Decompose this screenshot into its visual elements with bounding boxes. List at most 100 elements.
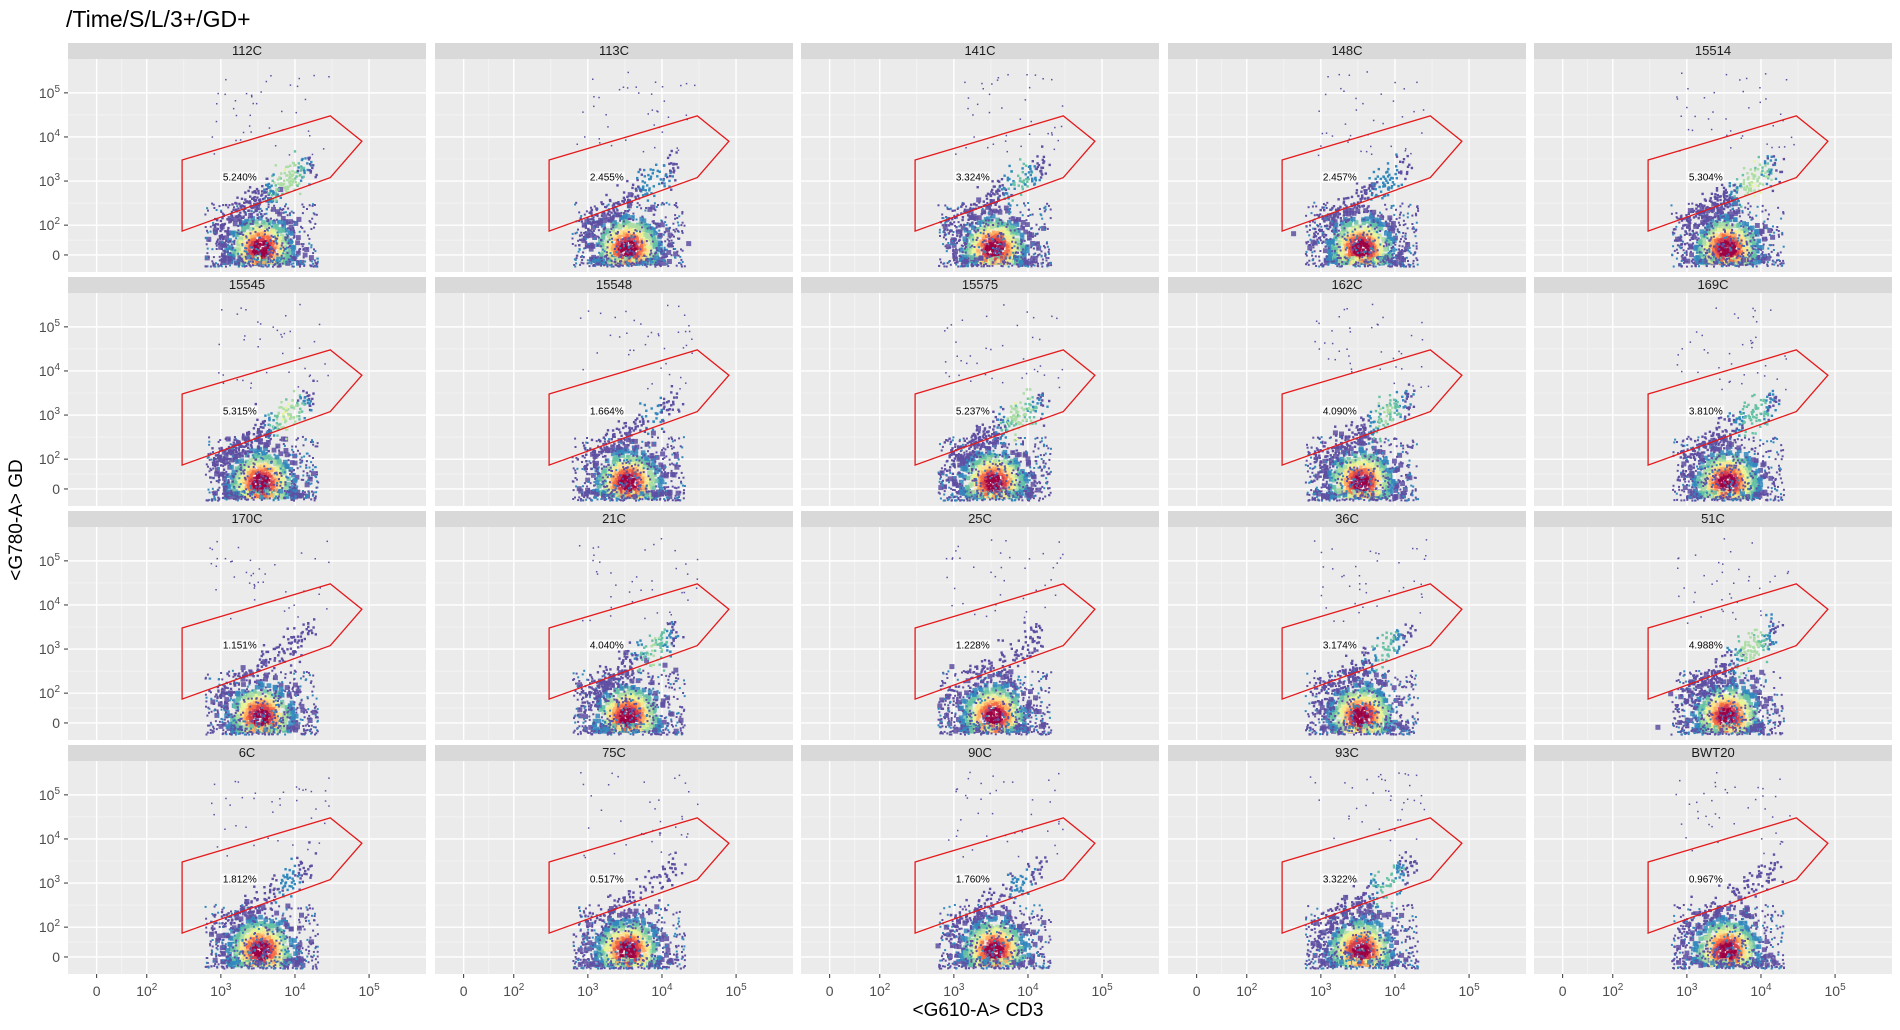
gd-gate-polygon bbox=[1647, 115, 1829, 233]
x-tick-label: 105 bbox=[1459, 982, 1481, 999]
event-density bbox=[1304, 772, 1426, 970]
gate-label-box bbox=[1687, 405, 1724, 417]
x-tick-label: 103 bbox=[1676, 982, 1698, 999]
y-axis-title: <G780-A> GD bbox=[6, 459, 27, 580]
facet-strip-label: 93C bbox=[1335, 745, 1359, 760]
facet-strip-label: 112C bbox=[232, 43, 262, 58]
gate-label-box bbox=[1687, 171, 1724, 183]
gate-percentage-label: 3.810% bbox=[1689, 407, 1723, 418]
facet-strip bbox=[1534, 745, 1892, 761]
gate-percentage-label: 3.174% bbox=[1323, 641, 1357, 652]
x-tick-label: 105 bbox=[1092, 982, 1114, 999]
event-density bbox=[571, 304, 693, 502]
facet-panel: 169C 3.810% bbox=[1534, 277, 1892, 506]
panel-grid bbox=[801, 293, 1159, 506]
gate-percentage-label: 4.090% bbox=[1323, 407, 1357, 418]
gate-percentage-label: 0.967% bbox=[1689, 875, 1723, 886]
facet-panel: 15514 5.304% bbox=[1534, 43, 1892, 272]
x-tick-label: 0 bbox=[460, 983, 468, 999]
gate-label-box bbox=[1321, 639, 1358, 651]
x-tick-label: 102 bbox=[136, 982, 158, 999]
facet-panel: 15548 1.664% bbox=[435, 277, 793, 506]
gd-gate-polygon bbox=[181, 115, 363, 233]
gd-gate-polygon bbox=[548, 115, 730, 233]
y-axis: 0 102 103 104 105 bbox=[39, 84, 68, 263]
gate-label-box bbox=[221, 873, 258, 885]
gate-percentage-label: 1.812% bbox=[223, 875, 257, 886]
gd-gate-polygon bbox=[181, 817, 363, 935]
facet-strip bbox=[68, 511, 426, 527]
y-tick-label: 102 bbox=[39, 216, 61, 233]
gate-percentage-label: 1.664% bbox=[590, 407, 624, 418]
facet-panel: 15575 5.237% bbox=[801, 277, 1159, 506]
gd-gate-polygon bbox=[1647, 583, 1829, 701]
gd-gate-polygon bbox=[181, 349, 363, 467]
y-tick-label: 103 bbox=[39, 172, 61, 189]
facet-panel: 148C 2.457% bbox=[1168, 43, 1526, 272]
gate-percentage-label: 3.322% bbox=[1323, 875, 1357, 886]
gate-percentage-label: 2.457% bbox=[1323, 173, 1357, 184]
facet-panels: 112C 5.240% 0 102 103 104 105 113C 2.455% 141C 3.3… bbox=[39, 43, 1892, 999]
gate-label-box bbox=[1687, 639, 1724, 651]
x-tick-label: 104 bbox=[1750, 982, 1772, 999]
y-tick-label: 102 bbox=[39, 918, 61, 935]
gd-gate-polygon bbox=[1281, 817, 1463, 935]
gate-label-box bbox=[1687, 873, 1724, 885]
gate-label-box bbox=[954, 405, 991, 417]
x-tick-label: 103 bbox=[943, 982, 965, 999]
facet-strip-label: 21C bbox=[602, 511, 626, 526]
event-density bbox=[937, 74, 1064, 268]
facet-strip-label: 141C bbox=[964, 43, 995, 58]
facet-panel: 25C 1.228% bbox=[801, 511, 1159, 740]
event-density bbox=[935, 771, 1064, 970]
facet-strip-label: 15575 bbox=[962, 277, 998, 292]
gd-gate-polygon bbox=[914, 583, 1096, 701]
facet-strip bbox=[1168, 43, 1526, 59]
facet-strip-label: 51C bbox=[1701, 511, 1725, 526]
facet-strip bbox=[435, 277, 793, 293]
y-tick-label: 104 bbox=[39, 362, 61, 379]
facet-strip-label: 148C bbox=[1331, 43, 1362, 58]
y-axis: 0 102 103 104 105 bbox=[39, 318, 68, 497]
event-density bbox=[204, 303, 329, 502]
facet-panel: 170C 1.151% 0 102 103 104 105 bbox=[39, 511, 426, 740]
event-density bbox=[1304, 303, 1430, 502]
gate-percentage-label: 1.151% bbox=[223, 641, 257, 652]
y-tick-label: 104 bbox=[39, 830, 61, 847]
gate-percentage-label: 0.517% bbox=[590, 875, 624, 886]
x-tick-label: 0 bbox=[826, 983, 834, 999]
facet-strip bbox=[801, 511, 1159, 527]
y-axis: 0 102 103 104 105 bbox=[39, 786, 68, 965]
facet-strip-label: 15514 bbox=[1695, 43, 1731, 58]
x-tick-label: 105 bbox=[726, 982, 748, 999]
event-density bbox=[1670, 72, 1795, 268]
gd-gate-polygon bbox=[914, 817, 1096, 935]
x-tick-label: 0 bbox=[93, 983, 101, 999]
facet-strip bbox=[435, 511, 793, 527]
facet-panel: 141C 3.324% bbox=[801, 43, 1159, 272]
x-tick-label: 102 bbox=[1602, 982, 1624, 999]
facet-strip-label: 169C bbox=[1697, 277, 1728, 292]
y-tick-label: 0 bbox=[52, 247, 60, 263]
facet-panel: 36C 3.174% bbox=[1168, 511, 1526, 740]
facet-panel: 93C 3.322% 0 102 103 104 105 bbox=[1168, 745, 1526, 999]
facet-panel: 51C 4.988% bbox=[1534, 511, 1892, 740]
x-tick-label: 102 bbox=[869, 982, 891, 999]
x-axis: 0 102 103 104 105 bbox=[460, 974, 747, 999]
gate-percentage-label: 5.315% bbox=[223, 407, 257, 418]
gd-gate-polygon bbox=[914, 115, 1096, 233]
x-tick-label: 102 bbox=[1236, 982, 1258, 999]
facet-strip-label: 36C bbox=[1335, 511, 1359, 526]
gd-gate-polygon bbox=[1647, 349, 1829, 467]
facet-panel: 90C 1.760% 0 102 103 104 105 bbox=[801, 745, 1159, 999]
y-tick-label: 0 bbox=[52, 481, 60, 497]
event-density bbox=[937, 304, 1064, 502]
gate-label-box bbox=[588, 639, 625, 651]
x-tick-label: 0 bbox=[1193, 983, 1201, 999]
x-axis-title: <G610-A> CD3 bbox=[913, 1000, 1044, 1021]
gate-label-box bbox=[588, 405, 625, 417]
event-density bbox=[204, 74, 330, 268]
y-tick-label: 105 bbox=[39, 552, 61, 569]
gd-gate-polygon bbox=[914, 349, 1096, 467]
x-tick-label: 104 bbox=[284, 982, 306, 999]
